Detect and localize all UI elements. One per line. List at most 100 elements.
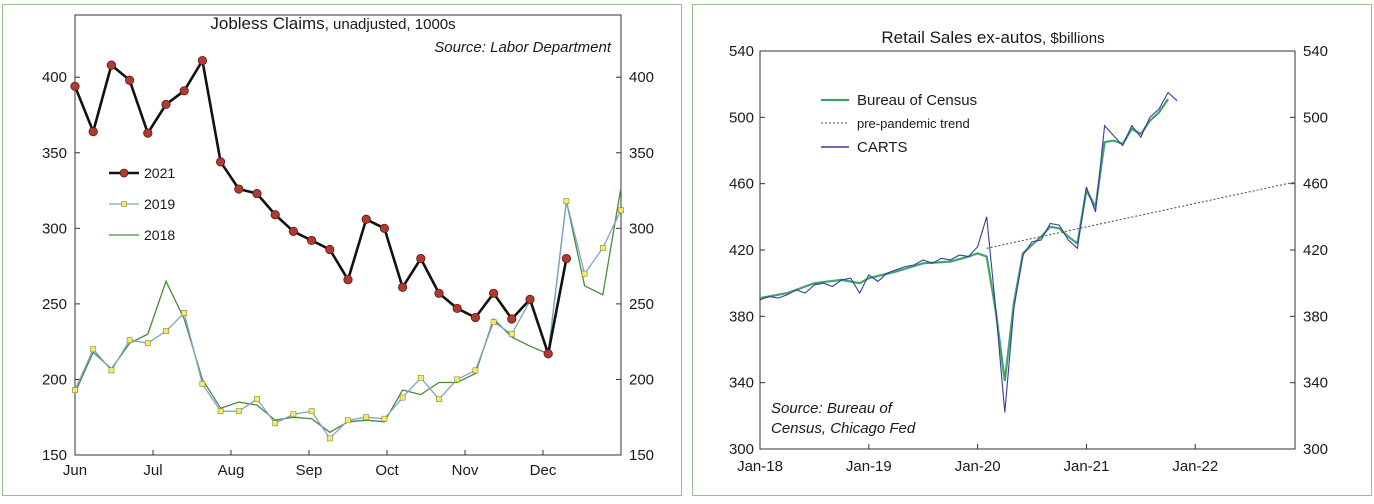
data-point-2021 <box>288 226 298 236</box>
data-point-2019 <box>308 408 315 415</box>
data-point-2019 <box>326 435 333 442</box>
data-point-2021 <box>70 81 80 91</box>
y-tick-label: 350 <box>42 145 67 162</box>
y-tick-label: 300 <box>42 220 67 237</box>
data-point-2021 <box>143 128 153 138</box>
y-tick-label-right: 500 <box>1303 109 1328 126</box>
data-point-2021 <box>270 210 280 220</box>
y-tick-label-right: 300 <box>1303 441 1328 458</box>
data-point-2021 <box>416 253 426 264</box>
x-tick-label: Jul <box>143 462 162 479</box>
data-point-2019 <box>72 387 78 393</box>
data-point-2021 <box>543 349 553 359</box>
y-tick-label: 300 <box>729 441 754 458</box>
y-tick-label-right: 200 <box>629 371 654 388</box>
legend-label-2018: 2018 <box>144 227 175 243</box>
y-tick-label-right: 420 <box>1303 242 1328 259</box>
y-tick-label: 460 <box>729 176 754 193</box>
x-tick-label: Jan-20 <box>955 458 1001 475</box>
series-line-carts <box>759 91 1178 413</box>
legend-box <box>103 160 173 255</box>
data-point-2019 <box>618 207 624 214</box>
data-point-2021 <box>179 86 189 96</box>
data-point-2021 <box>507 314 517 324</box>
data-point-2019 <box>144 340 151 347</box>
data-point-2021 <box>234 184 244 194</box>
legend: 2021 2019 2018 <box>103 160 175 255</box>
data-point-2021 <box>252 188 262 199</box>
data-point-2021 <box>470 312 480 323</box>
x-tick-label: Jan-21 <box>1064 458 1110 475</box>
data-point-2019 <box>217 408 224 415</box>
series-line-pre-pandemic-trend <box>986 181 1296 249</box>
chart-subtitle: Source: Labor Department <box>434 39 612 56</box>
data-point-2019 <box>199 381 206 387</box>
data-point-2019 <box>90 346 97 353</box>
source-annotation-line-2: Census, Chicago Fed <box>771 420 916 437</box>
data-point-2019 <box>272 420 279 427</box>
legend-label-bureau-of-census: Bureau of Census <box>857 92 977 109</box>
data-point-2019 <box>563 198 570 205</box>
data-point-2021 <box>325 244 335 255</box>
y-tick-label-right: 460 <box>1303 176 1328 193</box>
data-point-2019 <box>126 337 133 344</box>
x-tick-label: Jan-22 <box>1172 458 1218 475</box>
data-point-2019 <box>108 367 115 374</box>
data-point-2021 <box>379 223 389 233</box>
data-point-2019 <box>399 394 406 401</box>
x-tick-label: Jan-19 <box>846 458 892 475</box>
series-line-2021 <box>73 56 568 359</box>
data-point-2021 <box>161 99 171 110</box>
data-point-2021 <box>561 253 572 264</box>
jobless-claims-panel: Jobless Claims, unadjusted, 1000s Source… <box>2 4 682 496</box>
data-point-2019 <box>454 376 461 383</box>
legend-label-carts: CARTS <box>857 139 908 156</box>
data-point-2021 <box>488 288 499 298</box>
series-line-bureau-of-census <box>759 98 1170 382</box>
data-point-2019 <box>508 331 515 338</box>
data-point-2021 <box>434 288 444 298</box>
retail-sales-chart: Retail Sales ex-autos, $billions Source:… <box>729 28 1328 475</box>
data-point-2019 <box>436 396 442 402</box>
chart-title: Jobless Claims, unadjusted, 1000s <box>210 14 455 33</box>
x-tick-label: Nov <box>452 462 479 479</box>
legend-marker-2019 <box>121 201 127 207</box>
data-point-2021 <box>216 157 226 167</box>
data-point-2019 <box>290 411 297 418</box>
data-point-2019 <box>581 270 588 277</box>
data-point-2019 <box>163 328 169 334</box>
legend-label-pre-pandemic-trend: pre-pandemic trend <box>857 116 970 131</box>
x-tick-label: Sep <box>296 462 323 479</box>
legend-label-2019: 2019 <box>144 196 175 212</box>
data-point-2019 <box>363 414 370 421</box>
legend: Bureau of Census pre-pandemic trend CARTS <box>821 92 977 156</box>
y-tick-label-right: 340 <box>1303 375 1328 392</box>
y-tick-label: 500 <box>729 109 754 126</box>
legend-label-2021: 2021 <box>144 165 175 181</box>
y-tick-label: 340 <box>729 375 754 392</box>
data-point-2021 <box>197 55 207 66</box>
x-tick-label: Aug <box>218 462 245 479</box>
chart-title: Retail Sales ex-autos, $billions <box>881 28 1104 47</box>
y-tick-label: 400 <box>42 69 67 86</box>
data-point-2019 <box>181 310 188 316</box>
y-tick-label: 540 <box>729 43 754 60</box>
y-tick-label: 420 <box>729 242 754 259</box>
legend-marker-2021 <box>119 168 129 178</box>
plot-frame <box>74 14 622 456</box>
data-point-2021 <box>343 275 353 285</box>
y-tick-label: 250 <box>42 296 67 313</box>
y-tick-label-right: 400 <box>629 69 654 86</box>
data-point-2019 <box>381 415 388 422</box>
y-tick-label-right: 300 <box>629 220 654 237</box>
data-point-2019 <box>235 408 242 415</box>
jobless-claims-chart: Jobless Claims, unadjusted, 1000s Source… <box>42 14 654 479</box>
data-point-2021 <box>106 60 117 70</box>
x-tick-label: Jan-18 <box>737 458 783 475</box>
y-tick-label-right: 150 <box>629 447 654 464</box>
x-tick-label: Jun <box>63 462 87 479</box>
y-tick-label-right: 380 <box>1303 308 1328 325</box>
data-point-2019 <box>599 245 606 251</box>
data-point-2019 <box>472 367 479 374</box>
x-tick-label: Dec <box>530 462 557 479</box>
